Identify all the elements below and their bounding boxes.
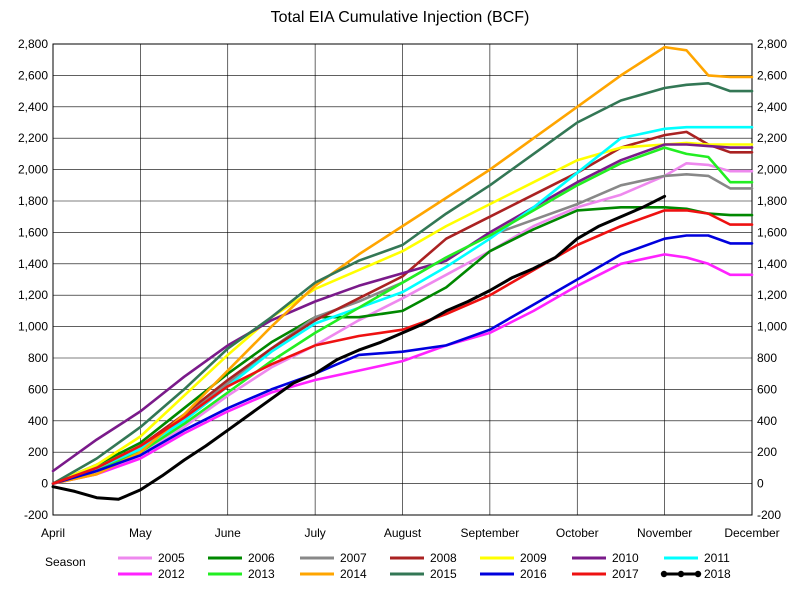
y-tick-label-right: 1,200 [757,288,787,302]
series-line-2011 [51,125,754,485]
legend-title: Season [45,555,86,569]
legend-label-2010: 2010 [612,551,639,565]
legend-label-2015: 2015 [430,567,457,581]
legend-label-2011: 2011 [704,551,730,565]
y-tick-label-right: 1,000 [757,320,787,334]
series-line-2005 [51,162,754,485]
series-line-2010 [51,143,754,473]
y-tick-label-left: 400 [28,414,48,428]
legend-marker-2018 [677,570,685,578]
legend-label-2008: 2008 [430,551,457,565]
y-tick-label-right: 2,200 [757,131,787,145]
series-line-2015 [51,82,754,485]
y-tick-label-left: 2,600 [18,68,48,82]
legend-marker-2018 [660,570,668,578]
y-tick-label-left: 1,600 [18,225,48,239]
y-tick-label-left: 2,000 [18,163,48,177]
y-tick-label-left: 1,800 [18,194,48,208]
y-tick-label-left: 200 [28,445,48,459]
y-tick-label-left: 2,400 [18,100,48,114]
legend-label-2005: 2005 [158,551,185,565]
y-tick-label-right: 2,800 [757,37,787,51]
x-tick-label: June [215,526,241,540]
series-line-2009 [51,141,754,485]
series-line-2016 [51,234,754,485]
y-tick-label-left: 1,000 [18,320,48,334]
y-tick-label-right: 1,400 [757,257,787,271]
y-tick-label-right: 2,000 [757,163,787,177]
x-tick-label: December [724,526,779,540]
y-tick-label-right: 1,800 [757,194,787,208]
series-line-2018 [51,194,667,501]
series-line-2013 [51,146,754,485]
x-tick-label: November [637,526,692,540]
y-tick-label-left: 1,400 [18,257,48,271]
y-tick-label-right: 1,600 [757,225,787,239]
legend-label-2007: 2007 [340,551,367,565]
grid-layer [52,43,753,516]
y-tick-label-right: -200 [757,508,781,522]
series-line-2017 [51,209,754,485]
series-line-2014 [51,45,754,485]
series-line-2006 [51,206,754,485]
legend-label-2014: 2014 [340,567,367,581]
legend: Season 2005 2006 2007 2008 2009 2010 2011 2012 2… [45,551,731,581]
legend-label-2016: 2016 [520,567,547,581]
x-tick-label: August [384,526,422,540]
legend-label-2006: 2006 [248,551,275,565]
x-tick-label: May [129,526,152,540]
x-tick-label: July [304,526,325,540]
series-layer [51,45,754,501]
legend-label-2018: 2018 [704,567,731,581]
y-tick-label-left: 0 [41,477,48,491]
axis-layer: -200 -200 0 0 200 200 400 400 600 600 800 800 1,000 1… [18,37,787,540]
y-tick-label-left: -200 [24,508,48,522]
chart-title: Total EIA Cumulative Injection (BCF) [271,9,530,26]
x-tick-label: September [461,526,520,540]
y-tick-label-right: 0 [757,477,764,491]
y-tick-label-left: 800 [28,351,48,365]
y-tick-label-left: 1,200 [18,288,48,302]
legend-marker-2018 [694,570,702,578]
y-tick-label-right: 400 [757,414,777,428]
legend-label-2012: 2012 [158,567,185,581]
legend-label-2009: 2009 [520,551,547,565]
y-tick-label-right: 800 [757,351,777,365]
y-tick-label-left: 2,200 [18,131,48,145]
y-tick-label-left: 2,800 [18,37,48,51]
y-tick-label-right: 2,600 [757,68,787,82]
y-tick-label-right: 200 [757,445,777,459]
y-tick-label-right: 2,400 [757,100,787,114]
plot-frame [52,43,753,516]
y-tick-label-left: 600 [28,382,48,396]
y-tick-label-right: 600 [757,382,777,396]
legend-label-2017: 2017 [612,567,639,581]
legend-label-2013: 2013 [248,567,275,581]
x-tick-label: October [556,526,599,540]
x-tick-label: April [41,526,65,540]
